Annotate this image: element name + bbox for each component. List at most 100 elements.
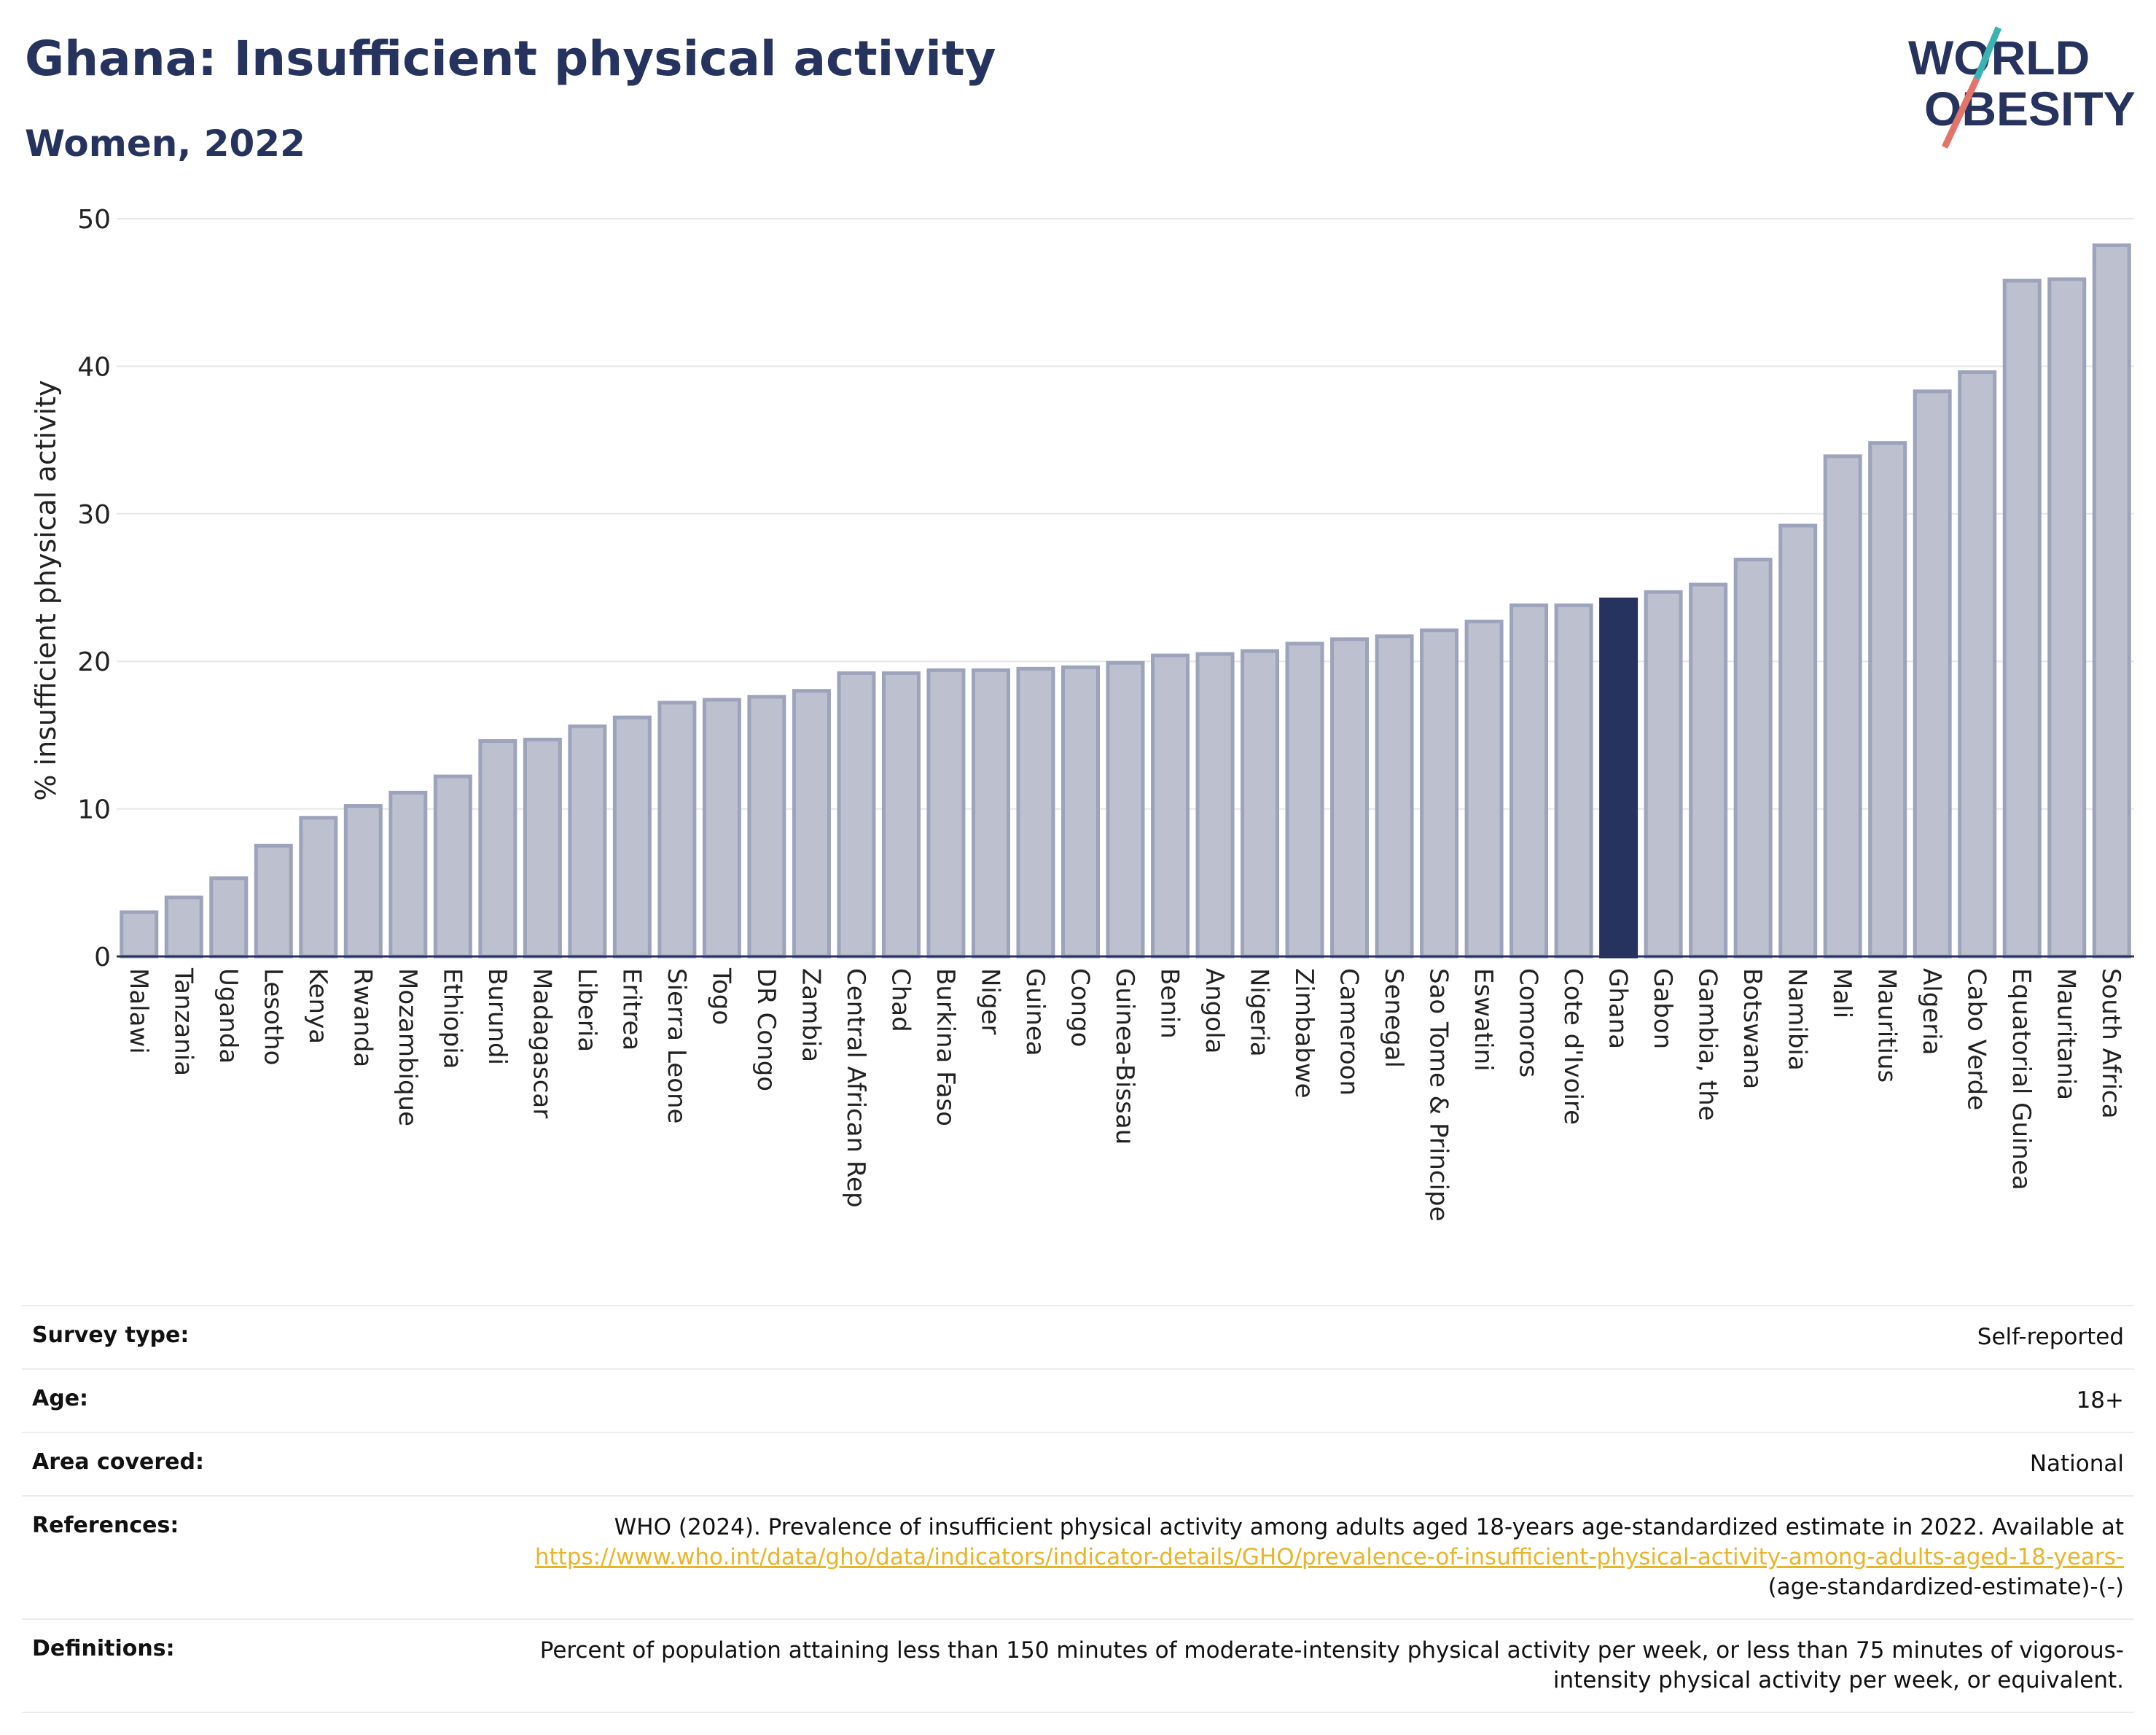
bar-mauritius [1868, 441, 1907, 959]
x-tick-label: Uganda [214, 968, 243, 1064]
x-tick-label: Cote d'Ivoire [1558, 968, 1587, 1125]
meta-row-area: Area covered: National [22, 1432, 2134, 1495]
x-tick-label: Central African Rep [841, 968, 870, 1208]
bar-burkina-faso [926, 668, 966, 959]
references-tail: (age-standardized-estimate)-(-) [1768, 1574, 2124, 1600]
bar-cameroon [1330, 637, 1370, 959]
bar-togo [702, 698, 741, 959]
area-covered-label: Area covered: [32, 1449, 204, 1475]
metadata-table: Survey type: Self-reported Age: 18+ Area… [22, 1305, 2134, 1713]
x-tick-label: Malawi [124, 968, 153, 1054]
bar-angola [1195, 652, 1235, 959]
x-tick-label: Kenya [303, 968, 332, 1044]
bar-ghana [1599, 597, 1639, 959]
x-tick-label: Ethiopia [437, 968, 466, 1069]
area-covered-value: National [2029, 1451, 2124, 1477]
bar-kenya [299, 816, 338, 959]
x-tick-label: Algeria [1917, 968, 1946, 1055]
references-label: References: [32, 1513, 179, 1538]
x-tick-label: Sao Tome & Principe [1424, 968, 1453, 1222]
references-text: WHO (2024). Prevalence of insufficient p… [614, 1514, 2124, 1540]
bar-cote-d-ivoire [1554, 603, 1593, 959]
bar-congo [1061, 665, 1100, 959]
x-tick-label: Zambia [796, 968, 825, 1062]
page-title: Ghana: Insufficient physical activity [25, 31, 996, 87]
y-tick-label: 50 [77, 205, 111, 235]
meta-row-references: References: WHO (2024). Prevalence of in… [22, 1495, 2134, 1618]
x-tick-label: Madagascar [527, 968, 556, 1118]
age-value: 18+ [2076, 1387, 2124, 1414]
x-tick-label: Eritrea [617, 968, 646, 1050]
y-tick-label: 0 [94, 943, 111, 972]
x-tick-label: Cameroon [1335, 968, 1364, 1096]
x-tick-label: Burundi [483, 968, 512, 1065]
bar-mali [1823, 454, 1862, 959]
bar-central-african-rep [837, 671, 876, 959]
survey-type-label: Survey type: [32, 1322, 190, 1348]
y-tick-label: 40 [77, 352, 111, 382]
bar-ethiopia [433, 774, 472, 959]
x-tick-label: Angola [1200, 968, 1229, 1053]
bar-tanzania [164, 895, 203, 959]
x-tick-label: Gabon [1648, 968, 1677, 1049]
x-tick-label: Guinea [1020, 968, 1050, 1056]
x-tick-label: Tanzania [168, 967, 198, 1076]
bar-gabon [1644, 590, 1683, 959]
logo-slash-teal [1973, 26, 2002, 80]
bar-dr-congo [747, 695, 786, 959]
bar-chart: 0 10 20 30 40 50 Malawi Tanzania Uganda Lesotho K… [30, 205, 2134, 1222]
references-value: WHO (2024). Prevalence of insufficient p… [520, 1513, 2124, 1602]
bar-zimbabwe [1285, 642, 1324, 959]
x-tick-label: Eswatini [1469, 968, 1498, 1072]
x-tick-label: South Africa [2096, 968, 2125, 1119]
x-tick-label: DR Congo [751, 968, 781, 1091]
bar-south-africa [2092, 243, 2131, 959]
x-tick-label: Togo [706, 967, 735, 1025]
bar-burundi [478, 738, 517, 959]
x-tick-label: Senegal [1379, 968, 1408, 1068]
bar-cabo-verde [1958, 370, 1997, 959]
bar-malawi [120, 910, 159, 959]
x-tick-label: Cabo Verde [1962, 968, 1991, 1110]
world-obesity-logo: WORLD OBESITY [1908, 26, 2136, 149]
bars [120, 243, 2131, 959]
x-tick-label: Chad [886, 968, 915, 1032]
x-tick-label: Niger [975, 968, 1004, 1034]
bar-gambia-the [1689, 582, 1728, 959]
bar-algeria [1913, 389, 1952, 959]
bar-liberia [568, 724, 607, 959]
x-tick-label: Ghana [1604, 968, 1633, 1049]
bar-uganda [209, 876, 249, 959]
x-tick-label: Liberia [572, 968, 601, 1052]
bar-nigeria [1241, 649, 1280, 959]
survey-type-value: Self-reported [1977, 1324, 2124, 1350]
definitions-label: Definitions: [32, 1636, 175, 1661]
x-tick-label: Mali [1827, 968, 1856, 1018]
references-link[interactable]: https://www.who.int/data/gho/data/indica… [534, 1544, 2124, 1570]
bar-niger [971, 668, 1010, 959]
x-tick-label: Burkina Faso [931, 968, 960, 1126]
x-tick-label: Mauritania [2052, 968, 2081, 1100]
bar-guinea-bissau [1106, 660, 1145, 959]
bar-equatorial-guinea [2002, 278, 2042, 959]
bar-namibia [1778, 523, 1818, 959]
meta-row-survey: Survey type: Self-reported [22, 1305, 2134, 1368]
x-tick-label: Mauritius [1872, 968, 1902, 1083]
logo-text-world: WORLD [1908, 31, 2090, 85]
bar-eswatini [1464, 620, 1504, 959]
bar-sierra-leone [657, 701, 697, 959]
x-tick-label: Equatorial Guinea [2007, 968, 2036, 1190]
bar-mozambique [388, 790, 428, 959]
meta-row-definitions: Definitions: Percent of population attai… [22, 1618, 2134, 1713]
x-tick-label: Botswana [1738, 968, 1767, 1089]
x-tick-label: Rwanda [348, 968, 377, 1067]
y-axis: 0 10 20 30 40 50 [77, 205, 111, 972]
x-tick-label: Zimbabwe [1289, 968, 1319, 1099]
bar-comoros [1509, 603, 1549, 959]
bar-rwanda [343, 804, 383, 959]
bar-lesotho [254, 843, 293, 959]
x-tick-label: Lesotho [258, 968, 287, 1065]
x-tick-label: Sierra Leone [662, 968, 691, 1123]
bar-zambia [792, 689, 831, 959]
x-tick-label: Congo [1065, 968, 1094, 1047]
